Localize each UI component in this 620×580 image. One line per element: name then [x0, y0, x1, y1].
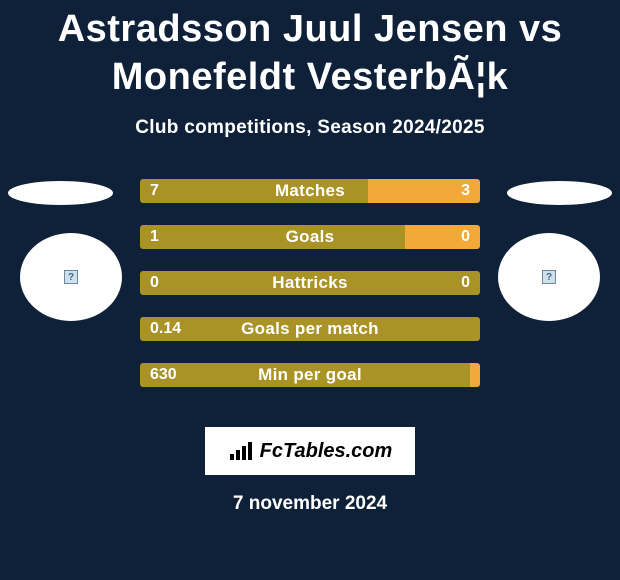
- image-placeholder-icon: ?: [64, 270, 78, 284]
- player-right-ellipse: [507, 181, 612, 205]
- stat-value-left: 7: [140, 179, 169, 203]
- stat-label: Matches: [140, 179, 480, 203]
- stat-label: Hattricks: [140, 271, 480, 295]
- brand-logo: FcTables.com: [205, 427, 415, 475]
- stat-value-right: 3: [451, 179, 480, 203]
- image-placeholder-icon: ?: [542, 270, 556, 284]
- stat-row: Goals per match0.14: [140, 317, 480, 341]
- stat-value-left: 0.14: [140, 317, 191, 341]
- stat-value-left: 630: [140, 363, 187, 387]
- page-subtitle: Club competitions, Season 2024/2025: [0, 117, 620, 139]
- bars-chart-icon: [228, 440, 256, 462]
- stat-value-left: 0: [140, 271, 169, 295]
- player-left-ellipse: [8, 181, 113, 205]
- stat-value-left: 1: [140, 225, 169, 249]
- comparison-chart: ? ? Matches73Goals10Hattricks00Goals per…: [0, 179, 620, 409]
- stat-row: Goals1 0: [140, 225, 480, 249]
- stat-row: Min per goal630: [140, 363, 480, 387]
- date-text: 7 november 2024: [0, 493, 620, 515]
- stat-label: Goals: [140, 225, 480, 249]
- stat-row: Matches7 3: [140, 179, 480, 203]
- stat-value-right: 0: [451, 225, 480, 249]
- brand-logo-text: FcTables.com: [260, 440, 393, 463]
- player-right-avatar: ?: [498, 233, 600, 321]
- page-title: Astradsson Juul Jensen vs Monefeldt Vest…: [0, 0, 620, 101]
- stat-row: Hattricks0 0: [140, 271, 480, 295]
- stat-label: Min per goal: [140, 363, 480, 387]
- stat-value-right: 0: [451, 271, 480, 295]
- stat-bars: Matches73Goals10Hattricks00Goals per mat…: [140, 179, 480, 387]
- player-left-avatar: ?: [20, 233, 122, 321]
